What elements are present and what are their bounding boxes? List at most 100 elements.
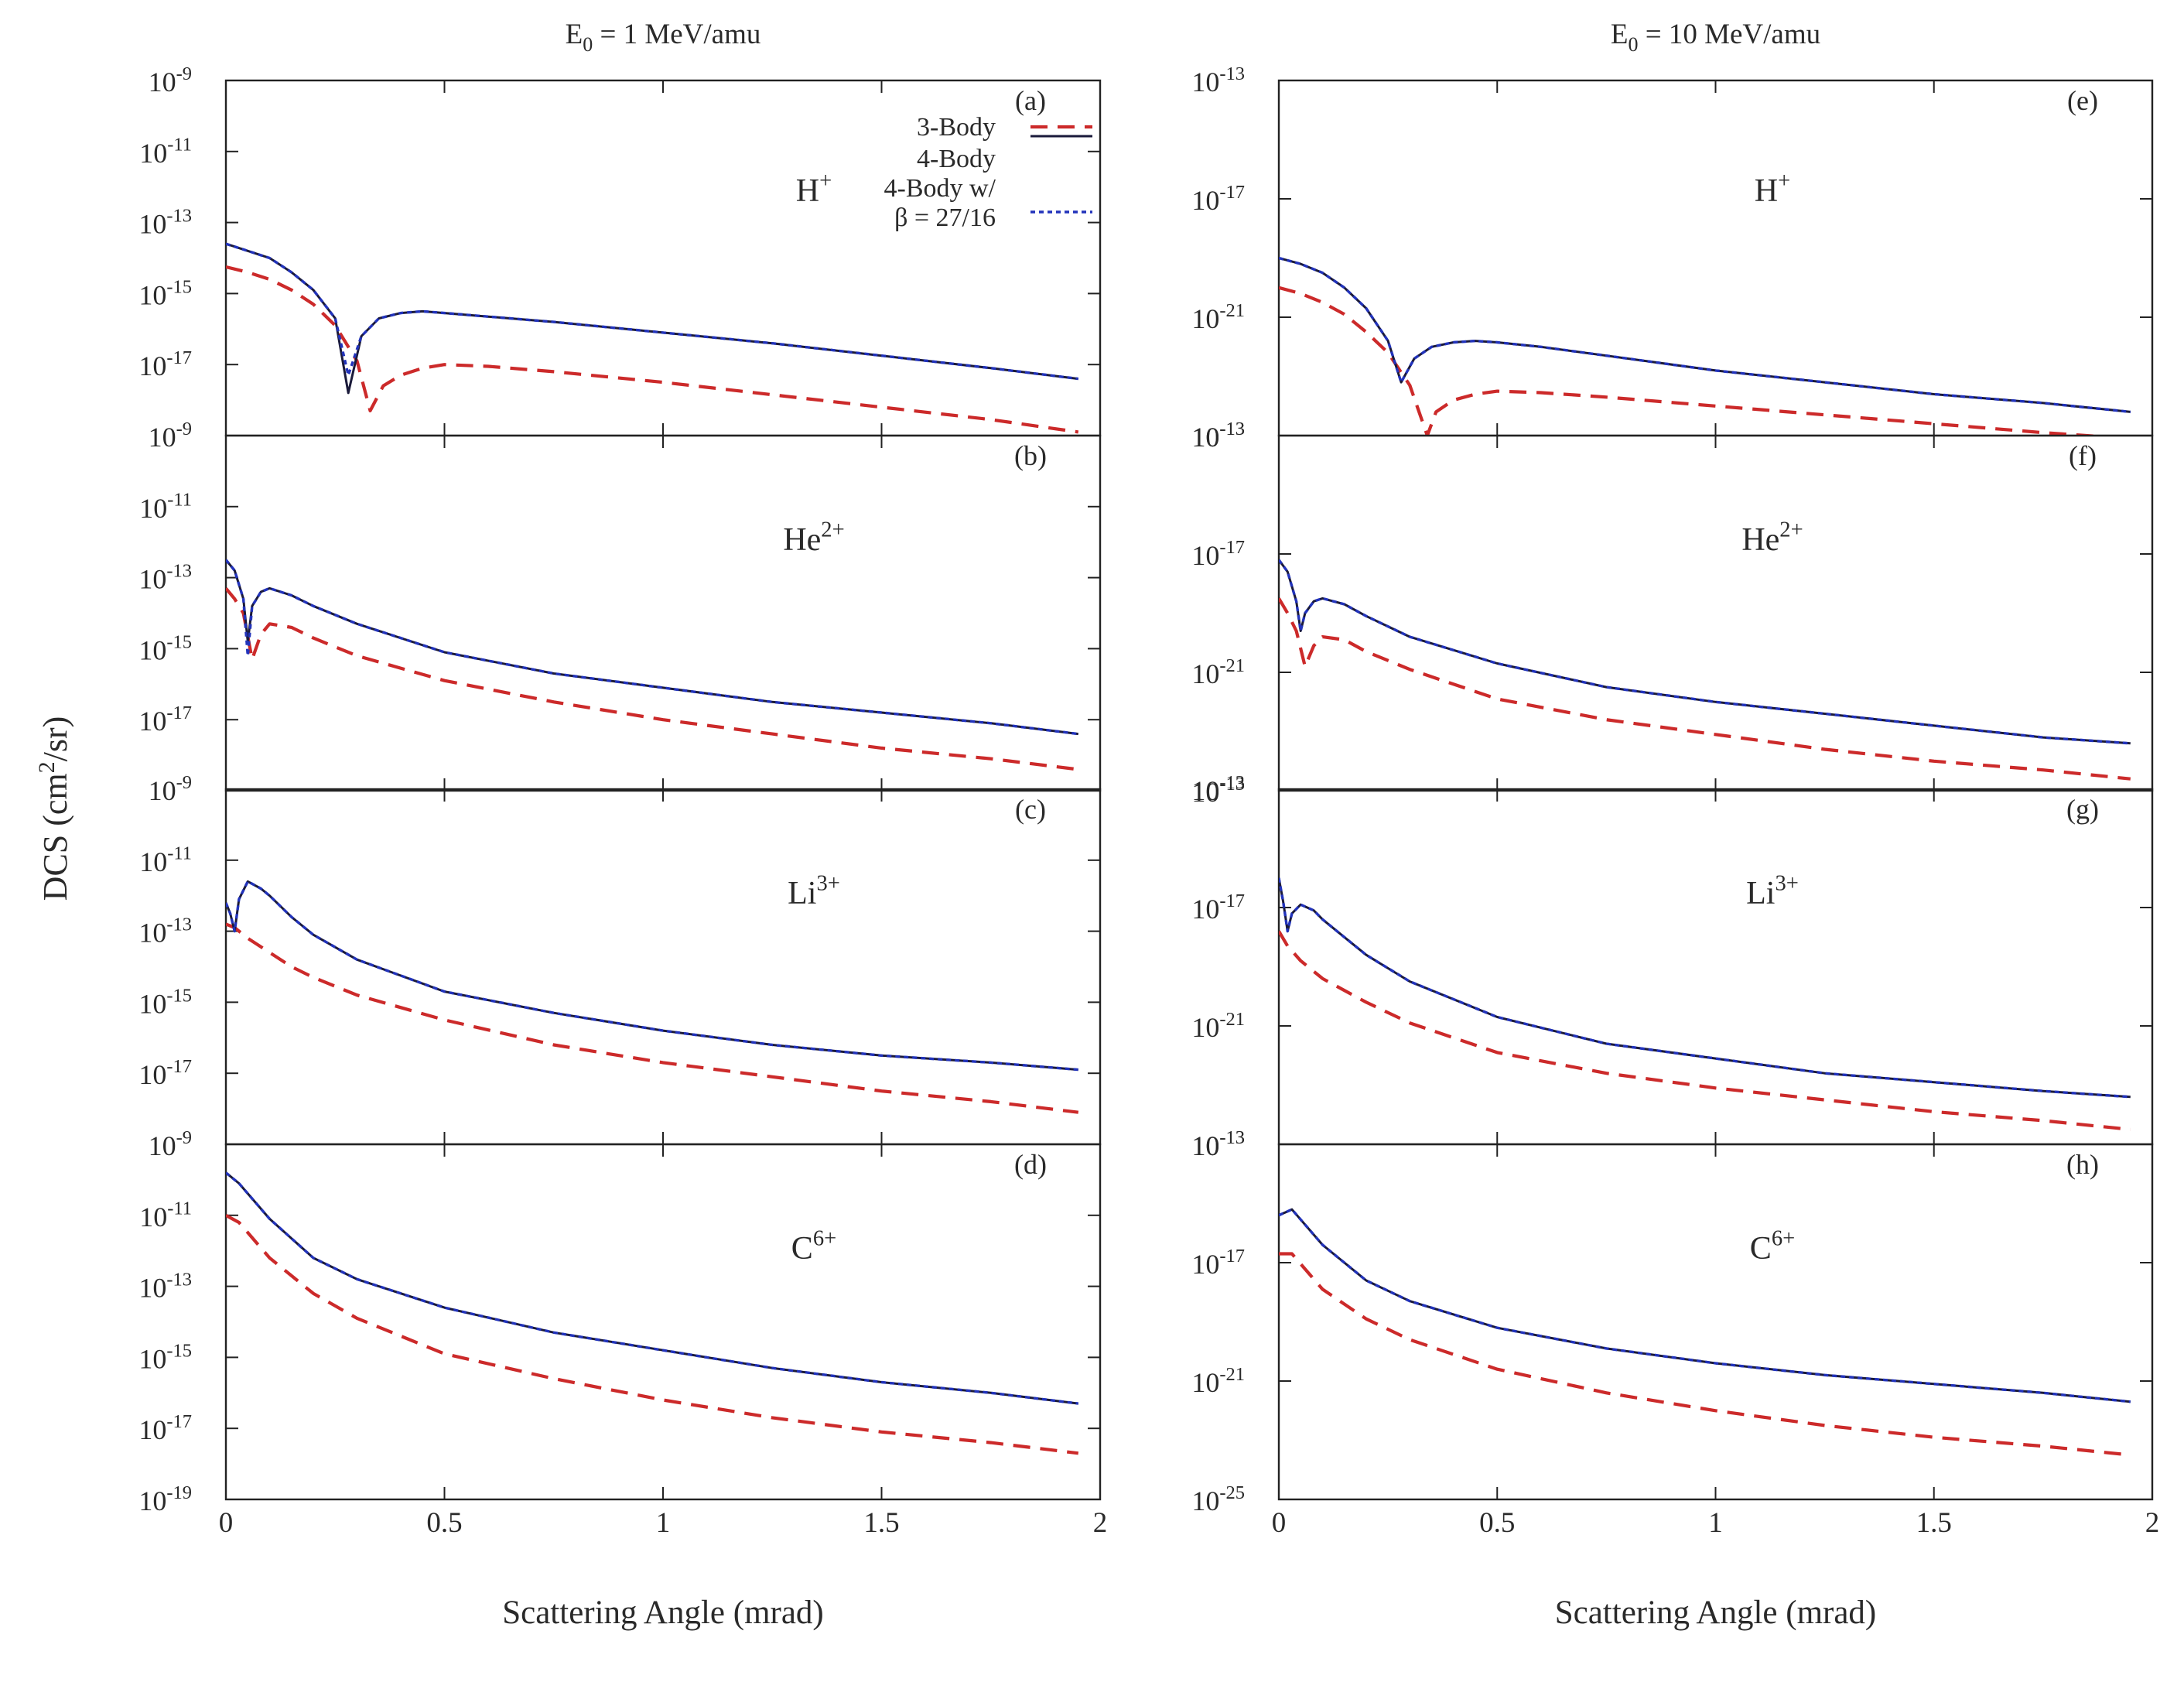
- series-line-4-body: [226, 559, 1078, 736]
- series-line-4-body: [1279, 257, 2131, 413]
- y-tick-label: 10-13: [1191, 419, 1245, 453]
- y-tick-label-sup: -13: [1219, 774, 1245, 795]
- series-line-3-body: [226, 922, 1079, 1114]
- series-line-4-body: [226, 880, 1078, 1072]
- y-tick-label-base: 10: [139, 1202, 167, 1232]
- y-tick-label: 10-11: [139, 135, 192, 169]
- ion-label-base: He: [1741, 522, 1779, 558]
- y-tick-label: 10-13: [138, 914, 192, 948]
- y-tick-label: 10-9: [149, 772, 192, 806]
- y-tick-label: 10-11: [139, 1198, 192, 1232]
- ion-label: H+: [796, 169, 832, 209]
- series-line-4-body-beta: [226, 880, 1078, 1072]
- y-tick-label-sup: -17: [1219, 182, 1245, 203]
- series-line-4-body: [1279, 559, 2131, 745]
- x-tick-label: 0: [1272, 1507, 1287, 1539]
- x-tick-label: 0.5: [1479, 1507, 1515, 1539]
- series-line-4-body: [226, 1171, 1078, 1405]
- y-tick-label: 10-25: [1191, 1482, 1245, 1516]
- panel-frame: [224, 788, 1102, 1146]
- y-tick-label-sup: -9: [176, 419, 192, 439]
- ion-label-sup: +: [819, 169, 832, 193]
- y-tick-label-base: 10: [138, 1273, 166, 1304]
- y-tick-label: 10-11: [139, 843, 192, 877]
- y-tick-label-sup: -13: [1219, 419, 1245, 439]
- y-tick-label-base: 10: [1191, 1485, 1219, 1516]
- y-tick-label: 10-13: [1191, 1127, 1245, 1161]
- series-line-3-body: [1279, 930, 2131, 1131]
- series-line-3-body: [1279, 285, 2111, 436]
- panel-frame: [1277, 434, 2154, 792]
- y-tick-label: 10-15: [138, 631, 192, 665]
- y-tick-label: 10-13: [1191, 419, 1245, 453]
- y-tick-label-base: 10: [1191, 775, 1219, 806]
- series-line-4-body-beta: [1279, 559, 2131, 745]
- ion-label-base: H: [1755, 173, 1778, 209]
- y-tick-label-base: 10: [1191, 894, 1219, 925]
- series-line-3-body: [226, 1213, 1079, 1455]
- y-tick-label-sup: -9: [176, 63, 192, 84]
- y-tick-label-sup: -25: [1219, 1482, 1245, 1503]
- y-tick-label-sup: -13: [166, 914, 192, 935]
- ion-label-base: Li: [788, 876, 816, 911]
- y-tick-label: 10-15: [138, 276, 192, 310]
- series-line-3-body: [226, 265, 1079, 434]
- column-title-2: E0 = 10 MeV/amu: [1611, 19, 1820, 56]
- y-tick-label-base: 10: [138, 988, 166, 1019]
- series-line-4-body: [1279, 877, 2131, 1099]
- x-tick-label: 2: [2145, 1507, 2160, 1539]
- y-tick-label-sup: -21: [1219, 1009, 1245, 1030]
- y-tick-label-base: 10: [138, 918, 166, 949]
- ion-label: Li3+: [788, 871, 840, 911]
- series-line-4-body-beta: [226, 242, 1079, 381]
- panel-letter: (c): [1015, 794, 1046, 825]
- y-tick-label: 10-11: [139, 490, 192, 524]
- y-tick-label-base: 10: [138, 279, 166, 310]
- series-line-3-body: [1279, 1252, 2131, 1457]
- y-tick-label-sup: -11: [167, 490, 192, 511]
- column-title-sub: 0: [1628, 33, 1638, 56]
- series-line-4-body-beta: [1279, 877, 2131, 1099]
- y-tick-label-sup: -17: [166, 347, 192, 368]
- y-tick-label-base: 10: [149, 775, 176, 806]
- series-line-3-body: [226, 587, 1079, 771]
- y-tick-label: 10-21: [1191, 300, 1245, 334]
- ion-label-sup: 3+: [816, 871, 839, 895]
- y-tick-label-sup: -13: [166, 1269, 192, 1290]
- y-axis-label-main: DCS (cm: [36, 773, 74, 901]
- y-tick-label-base: 10: [1191, 1130, 1219, 1161]
- y-tick-label-base: 10: [138, 1059, 166, 1090]
- y-tick-label-base: 10: [1191, 303, 1219, 334]
- x-tick-label: 2: [1093, 1507, 1108, 1539]
- column-title-post: = 1 MeV/amu: [593, 19, 760, 50]
- y-tick-label-sup: -13: [166, 560, 192, 581]
- y-tick-label-base: 10: [1191, 422, 1219, 453]
- y-tick-label-sup: -15: [166, 631, 192, 652]
- ion-label: He2+: [783, 518, 844, 558]
- y-tick-label-base: 10: [138, 350, 166, 381]
- y-tick-label: 10-13: [138, 205, 192, 239]
- ion-label-base: He: [783, 522, 821, 558]
- y-tick-label: 10-17: [1191, 891, 1245, 925]
- ion-label-base: Li: [1746, 876, 1775, 911]
- y-tick-label-sup: -19: [166, 1482, 192, 1503]
- y-axis-label-sup: 2: [34, 761, 60, 773]
- panel-frame: [1277, 788, 2154, 1146]
- ion-label-sup: 6+: [1772, 1226, 1795, 1250]
- y-tick-label: 10-13: [138, 560, 192, 594]
- y-tick-label-base: 10: [1191, 1012, 1219, 1043]
- y-tick-label-base: 10: [138, 1485, 166, 1516]
- ion-label: Li3+: [1746, 871, 1799, 911]
- y-tick-label-base: 10: [1191, 1130, 1219, 1161]
- y-tick-label: 10-19: [138, 1482, 192, 1516]
- series-line-4-body-beta: [1279, 1208, 2131, 1403]
- legend-label-2: β = 27/16: [894, 203, 996, 232]
- series-line-4-body-beta: [226, 1171, 1079, 1405]
- y-tick-label-sup: -15: [166, 1340, 192, 1361]
- y-tick-label-base: 10: [149, 422, 176, 453]
- y-tick-label-base: 10: [138, 1414, 166, 1445]
